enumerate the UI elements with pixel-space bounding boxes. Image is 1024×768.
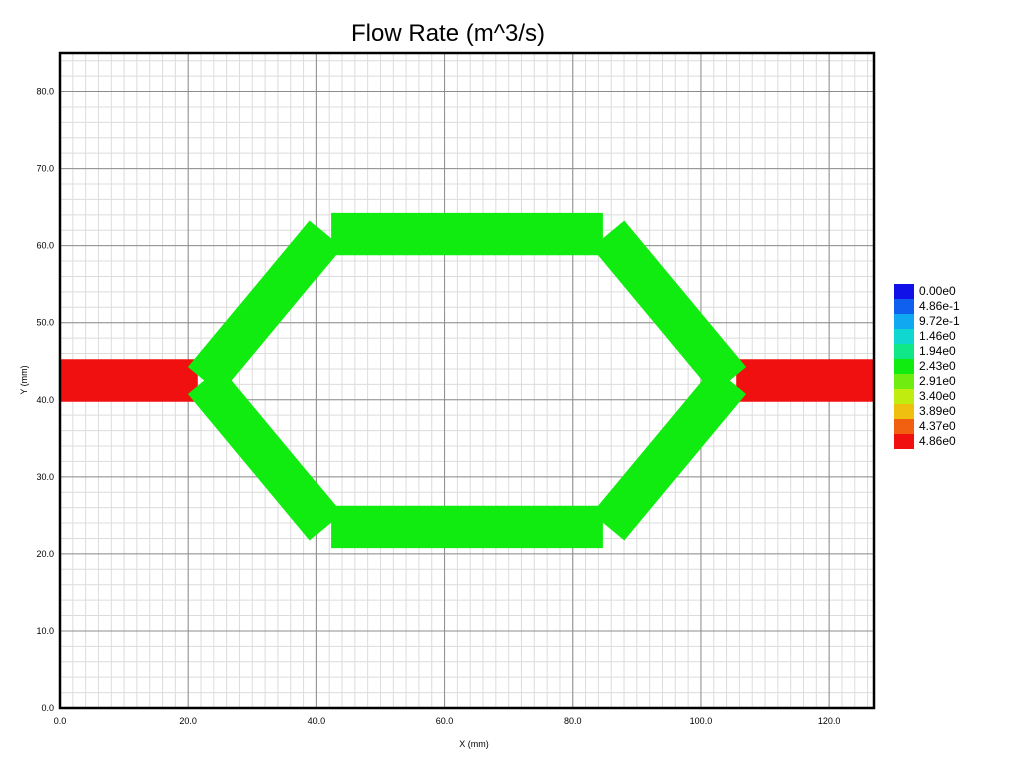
legend-swatch — [894, 314, 914, 329]
y-tick-label: 30.0 — [36, 472, 54, 482]
legend-label: 1.46e0 — [919, 329, 956, 343]
legend-label: 4.86e-1 — [919, 299, 960, 313]
upper-right-branch — [591, 220, 747, 394]
y-tick-label: 10.0 — [36, 626, 54, 636]
x-tick-label: 20.0 — [179, 716, 197, 726]
legend-swatch — [894, 434, 914, 449]
y-tick-label: 80.0 — [36, 87, 54, 97]
x-tick-label: 120.0 — [818, 716, 841, 726]
legend-label: 2.43e0 — [919, 359, 956, 373]
y-tick-label: 50.0 — [36, 318, 54, 328]
x-tick-label: 100.0 — [690, 716, 713, 726]
legend-swatch — [894, 404, 914, 419]
upper-left-branch — [187, 220, 343, 394]
legend-item: 4.37e0 — [894, 419, 960, 434]
legend-label: 2.91e0 — [919, 374, 956, 388]
plot-frame — [58, 51, 876, 710]
legend-label: 9.72e-1 — [919, 314, 960, 328]
y-tick-label: 0.0 — [41, 703, 54, 713]
chart-title: Flow Rate (m^3/s) — [351, 20, 545, 47]
outlet-channel — [736, 359, 874, 402]
legend-label: 3.40e0 — [919, 389, 956, 403]
legend-item: 2.91e0 — [894, 374, 960, 389]
legend-item: 3.40e0 — [894, 389, 960, 404]
x-axis-label: X (mm) — [459, 739, 489, 749]
legend-item: 1.46e0 — [894, 329, 960, 344]
top-channel — [331, 212, 603, 256]
legend-item: 4.86e-1 — [894, 299, 960, 314]
lower-right-branch — [591, 367, 747, 541]
legend-label: 1.94e0 — [919, 344, 956, 358]
legend: 0.00e0 4.86e-1 9.72e-1 1.46e0 1.94e0 2.43e0 2.… — [894, 284, 960, 449]
legend-item: 3.89e0 — [894, 404, 960, 419]
legend-label: 4.86e0 — [919, 434, 956, 448]
legend-item: 9.72e-1 — [894, 314, 960, 329]
legend-item: 1.94e0 — [894, 344, 960, 359]
y-tick-label: 40.0 — [36, 395, 54, 405]
legend-swatch — [894, 344, 914, 359]
legend-swatch — [894, 329, 914, 344]
legend-swatch — [894, 389, 914, 404]
lower-left-branch — [187, 367, 343, 541]
y-axis-label: Y (mm) — [19, 365, 29, 394]
y-tick-label: 20.0 — [36, 549, 54, 559]
bottom-channel — [331, 505, 603, 549]
x-tick-label: 40.0 — [308, 716, 326, 726]
x-tick-label: 0.0 — [54, 716, 67, 726]
legend-swatch — [894, 374, 914, 389]
legend-label: 3.89e0 — [919, 404, 956, 418]
legend-item: 0.00e0 — [894, 284, 960, 299]
legend-item: 2.43e0 — [894, 359, 960, 374]
y-tick-label: 70.0 — [36, 164, 54, 174]
legend-swatch — [894, 299, 914, 314]
x-tick-label: 60.0 — [436, 716, 454, 726]
legend-swatch — [894, 359, 914, 374]
x-tick-label: 80.0 — [564, 716, 582, 726]
y-tick-label: 60.0 — [36, 241, 54, 251]
legend-swatch — [894, 284, 914, 299]
legend-item: 4.86e0 — [894, 434, 960, 449]
inlet-channel — [60, 359, 198, 402]
legend-label: 4.37e0 — [919, 419, 956, 433]
legend-swatch — [894, 419, 914, 434]
legend-label: 0.00e0 — [919, 284, 956, 298]
